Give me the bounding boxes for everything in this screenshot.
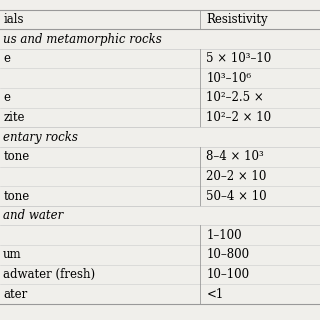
Text: e: e [3,92,10,104]
Text: 10–100: 10–100 [206,268,250,281]
Text: tone: tone [3,189,29,203]
Text: 50–4 × 10: 50–4 × 10 [206,189,267,203]
Text: 10³–10⁶: 10³–10⁶ [206,72,252,85]
Text: and water: and water [3,209,63,222]
Text: um: um [3,248,22,261]
Text: us and metamorphic rocks: us and metamorphic rocks [3,33,162,45]
Text: 5 × 10³–10: 5 × 10³–10 [206,52,272,65]
Text: 10²–2.5 ×: 10²–2.5 × [206,92,264,104]
Text: 10²–2 × 10: 10²–2 × 10 [206,111,272,124]
Text: zite: zite [3,111,25,124]
Text: 1–100: 1–100 [206,229,242,242]
Text: <1: <1 [206,288,224,301]
Text: entary rocks: entary rocks [3,131,78,144]
Text: Resistivity: Resistivity [206,13,268,26]
Text: adwater (fresh): adwater (fresh) [3,268,95,281]
Text: tone: tone [3,150,29,163]
Text: 20–2 × 10: 20–2 × 10 [206,170,267,183]
Text: e: e [3,52,10,65]
Text: 8–4 × 10³: 8–4 × 10³ [206,150,264,163]
Text: 10–800: 10–800 [206,248,250,261]
Text: ials: ials [3,13,24,26]
Text: ater: ater [3,288,28,301]
